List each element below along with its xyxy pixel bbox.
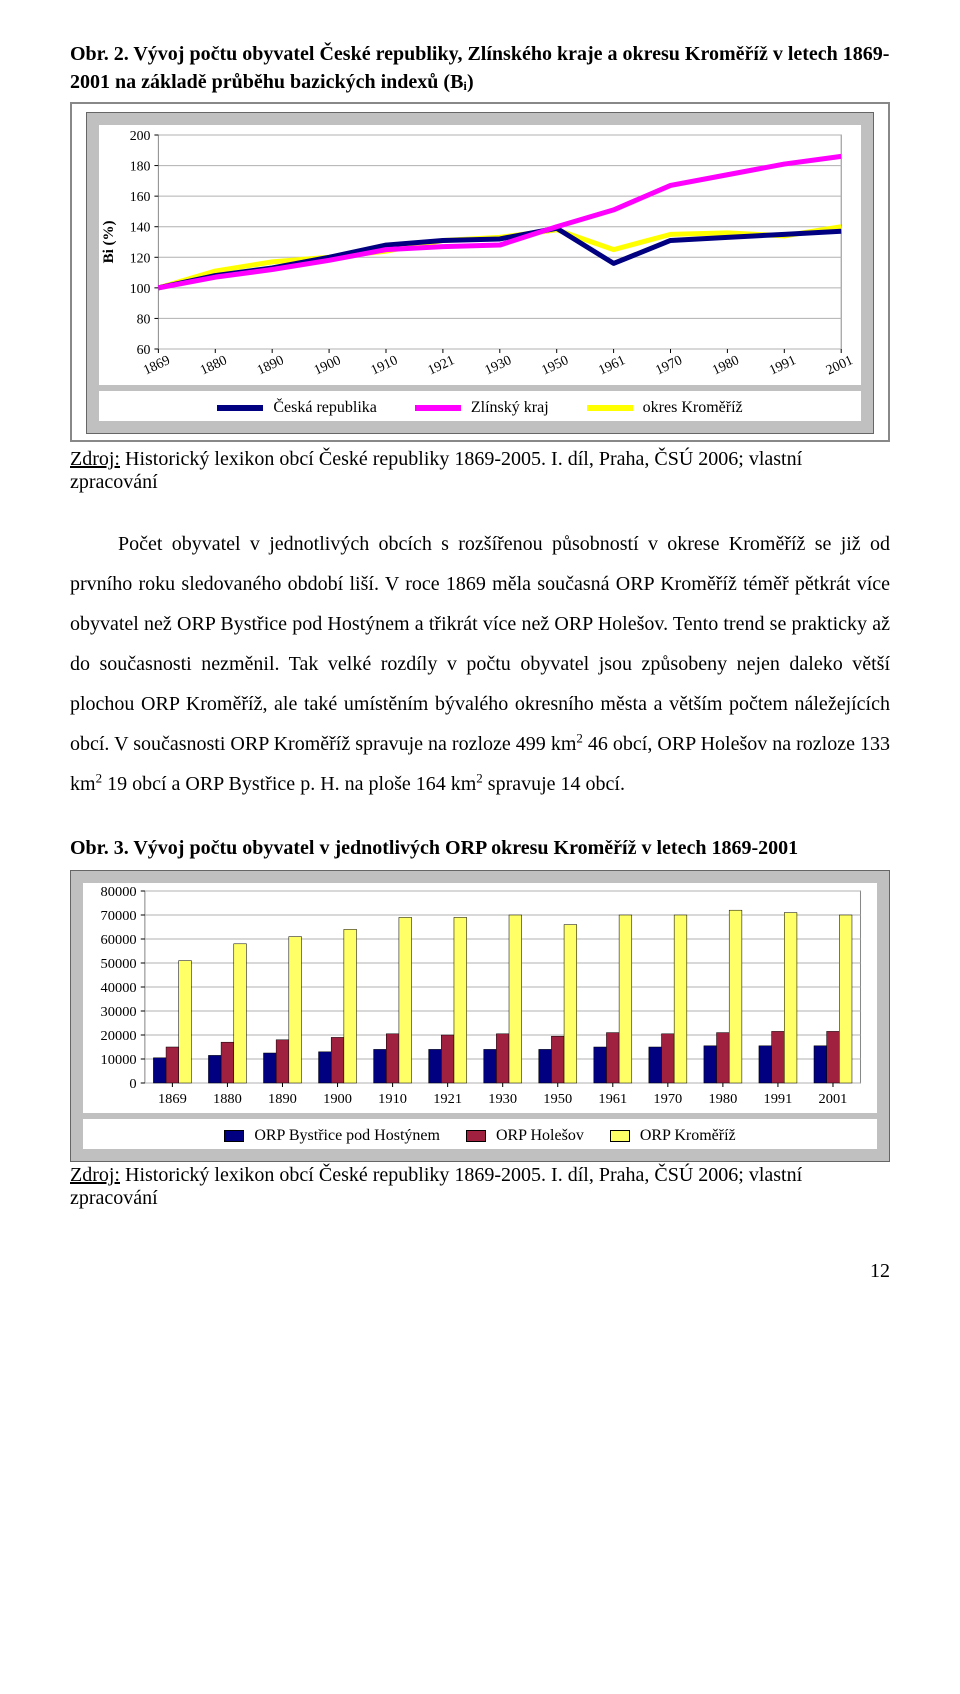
chart-1-frame: 6080100120140160180200186918801890190019… xyxy=(70,102,890,442)
chart-2-box: 0 10000 20000 30000 40000 50000 60000 70000 8000… xyxy=(70,870,890,1162)
svg-text:1930: 1930 xyxy=(483,353,514,379)
svg-text:200: 200 xyxy=(130,129,151,144)
legend-item: okres Kroměříž xyxy=(587,399,743,417)
legend-item: Česká republika xyxy=(217,399,377,417)
svg-text:140: 140 xyxy=(130,221,151,236)
svg-text:1961: 1961 xyxy=(598,1091,627,1107)
svg-text:1900: 1900 xyxy=(323,1091,352,1107)
svg-text:1991: 1991 xyxy=(764,1091,793,1107)
chart-2-plot: 0 10000 20000 30000 40000 50000 60000 70000 8000… xyxy=(83,883,877,1113)
chart-2-frame: 0 10000 20000 30000 40000 50000 60000 70000 8000… xyxy=(70,870,890,1162)
legend-label: ORP Bystřice pod Hostýnem xyxy=(254,1127,440,1145)
svg-text:1950: 1950 xyxy=(540,353,571,379)
source-text: Historický lexikon obcí České republiky … xyxy=(70,1164,802,1209)
legend-label: ORP Holešov xyxy=(496,1127,584,1145)
svg-text:80: 80 xyxy=(137,312,151,327)
legend-swatch xyxy=(415,405,461,411)
svg-text:2001: 2001 xyxy=(824,353,855,379)
svg-text:70000: 70000 xyxy=(101,908,137,924)
legend-item: ORP Holešov xyxy=(466,1127,584,1145)
svg-text:40000: 40000 xyxy=(101,980,137,996)
legend-label: okres Kroměříž xyxy=(643,399,743,417)
svg-text:1900: 1900 xyxy=(312,353,343,379)
svg-text:1869: 1869 xyxy=(158,1091,187,1107)
svg-text:50000: 50000 xyxy=(101,956,137,972)
svg-text:Bi (%): Bi (%) xyxy=(101,221,117,264)
legend-swatch xyxy=(466,1130,486,1142)
chart-2-title: Obr. 3. Vývoj počtu obyvatel v jednotliv… xyxy=(70,834,890,862)
svg-text:80000: 80000 xyxy=(101,884,137,900)
svg-text:1890: 1890 xyxy=(268,1091,297,1107)
chart-1-box: 6080100120140160180200186918801890190019… xyxy=(86,112,874,434)
svg-text:1970: 1970 xyxy=(653,353,684,379)
svg-text:160: 160 xyxy=(130,190,151,205)
svg-text:120: 120 xyxy=(130,251,151,266)
legend-label: ORP Kroměříž xyxy=(640,1127,736,1145)
legend-swatch xyxy=(587,405,633,411)
source-label: Zdroj: xyxy=(70,448,120,470)
svg-text:1921: 1921 xyxy=(433,1091,462,1107)
legend-swatch xyxy=(224,1130,244,1142)
svg-text:1930: 1930 xyxy=(488,1091,517,1107)
svg-text:1980: 1980 xyxy=(710,353,741,379)
svg-text:30000: 30000 xyxy=(101,1004,137,1020)
svg-text:10000: 10000 xyxy=(101,1052,137,1068)
svg-text:2001: 2001 xyxy=(819,1091,848,1107)
legend-item: ORP Bystřice pod Hostýnem xyxy=(224,1127,440,1145)
svg-text:1970: 1970 xyxy=(653,1091,682,1107)
legend-label: Zlínský kraj xyxy=(471,399,549,417)
legend-label: Česká republika xyxy=(273,399,377,417)
chart-1-title: Obr. 2. Vývoj počtu obyvatel České repub… xyxy=(70,40,890,96)
svg-text:100: 100 xyxy=(130,282,151,297)
svg-text:60: 60 xyxy=(137,343,151,358)
svg-text:20000: 20000 xyxy=(101,1028,137,1044)
svg-text:1991: 1991 xyxy=(767,353,798,379)
svg-text:60000: 60000 xyxy=(101,932,137,948)
svg-text:0: 0 xyxy=(129,1076,136,1092)
legend-swatch xyxy=(610,1130,630,1142)
legend-swatch xyxy=(217,405,263,411)
page-number: 12 xyxy=(70,1260,890,1283)
chart-1-source: Zdroj: Historický lexikon obcí České rep… xyxy=(70,448,890,494)
legend-item: ORP Kroměříž xyxy=(610,1127,736,1145)
chart-1-plot: 6080100120140160180200186918801890190019… xyxy=(99,125,861,385)
svg-text:1880: 1880 xyxy=(198,353,229,379)
svg-text:1950: 1950 xyxy=(543,1091,572,1107)
chart-2-source: Zdroj: Historický lexikon obcí České rep… xyxy=(70,1164,890,1210)
svg-text:1961: 1961 xyxy=(596,353,627,379)
svg-text:1880: 1880 xyxy=(213,1091,242,1107)
chart-1-legend: Česká republika Zlínský kraj okres Kroměří… xyxy=(99,391,861,421)
svg-text:1910: 1910 xyxy=(378,1091,407,1107)
chart-2-legend: ORP Bystřice pod Hostýnem ORP Holešov ORP … xyxy=(83,1119,877,1149)
source-label: Zdroj: xyxy=(70,1164,120,1186)
svg-text:1980: 1980 xyxy=(708,1091,737,1107)
body-paragraph: Počet obyvatel v jednotlivých obcích s r… xyxy=(70,524,890,804)
svg-text:1921: 1921 xyxy=(426,353,457,379)
svg-text:1890: 1890 xyxy=(255,353,286,379)
svg-text:1910: 1910 xyxy=(369,353,400,379)
legend-item: Zlínský kraj xyxy=(415,399,549,417)
svg-text:180: 180 xyxy=(130,160,151,175)
source-text: Historický lexikon obcí České republiky … xyxy=(70,448,802,493)
